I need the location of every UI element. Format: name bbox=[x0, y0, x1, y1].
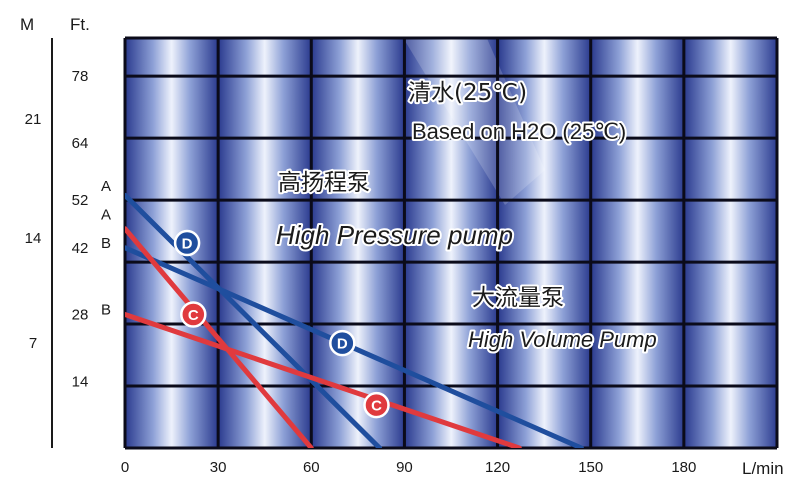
x-tick-label: 180 bbox=[671, 459, 696, 476]
series-badge-c bbox=[180, 301, 207, 328]
curve-endpoint-label: A bbox=[101, 178, 111, 195]
y-ft-tick-label: 64 bbox=[72, 135, 89, 152]
watermark-band bbox=[403, 38, 545, 205]
series-badges: D D C C bbox=[173, 229, 390, 419]
y-ft-tick-label: 14 bbox=[72, 373, 89, 390]
y-right-unit-label: Ft. bbox=[70, 15, 90, 34]
x-tick-label: 90 bbox=[396, 459, 413, 476]
y-m-tick-label: 21 bbox=[25, 111, 42, 128]
curve-endpoint-label: A bbox=[101, 206, 111, 223]
y-ft-tick-label: 78 bbox=[72, 68, 89, 85]
x-unit-label: L/min bbox=[742, 459, 784, 478]
y-ft-tick-label: 28 bbox=[72, 307, 89, 324]
x-tick-label: 120 bbox=[485, 459, 510, 476]
x-tick-label: 60 bbox=[303, 459, 320, 476]
series-line-c bbox=[125, 312, 522, 448]
y-m-tick-label: 7 bbox=[29, 335, 37, 352]
annotation-high-volume-en: High Volume Pump bbox=[468, 327, 657, 352]
series-badge-d bbox=[329, 329, 356, 357]
y-ft-tick-label: 52 bbox=[72, 192, 89, 209]
y-ft-tick-label: 42 bbox=[72, 240, 89, 257]
plot-background bbox=[125, 38, 777, 448]
x-tick-label: 0 bbox=[121, 459, 129, 476]
series-badge-d bbox=[173, 229, 201, 257]
grid bbox=[123, 36, 779, 450]
annotation-high-pressure-en: High Pressure pump bbox=[276, 220, 513, 250]
series bbox=[125, 192, 584, 448]
curve-endpoint-label: B bbox=[101, 235, 111, 252]
x-tick-label: 150 bbox=[578, 459, 603, 476]
series-badge-label: C bbox=[371, 398, 382, 415]
series-line-c bbox=[125, 226, 314, 448]
y-left-unit-label: M bbox=[20, 15, 34, 34]
annotation-high-pressure-cn: 高扬程泵 bbox=[278, 170, 370, 196]
series-badge-label: D bbox=[337, 336, 348, 353]
x-tick-label: 30 bbox=[210, 459, 227, 476]
series-badge-label: C bbox=[188, 307, 199, 324]
annotation-water-en: Based on H2O (25℃) bbox=[412, 119, 626, 144]
series-badge-label: D bbox=[182, 236, 193, 253]
annotation-high-volume-cn: 大流量泵 bbox=[472, 285, 564, 311]
curve-endpoint-label: B bbox=[101, 302, 111, 319]
y-m-tick-label: 14 bbox=[25, 230, 42, 247]
series-badge-c bbox=[363, 391, 390, 419]
series-line-d bbox=[125, 192, 383, 448]
annotation-water-cn: 清水(25℃) bbox=[408, 80, 527, 106]
